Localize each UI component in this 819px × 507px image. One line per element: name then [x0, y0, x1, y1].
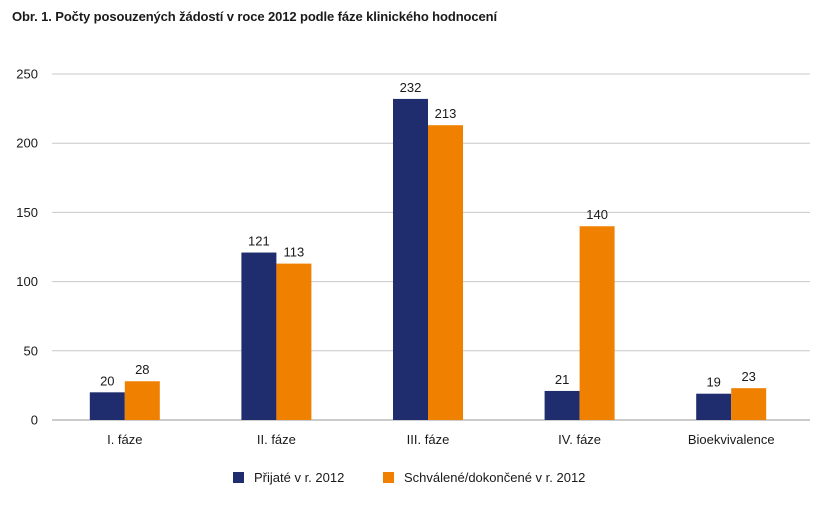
bar	[731, 388, 767, 420]
y-tick-label: 100	[16, 274, 38, 289]
bar	[276, 263, 312, 420]
data-label: 19	[706, 375, 720, 390]
data-label: 113	[284, 245, 305, 260]
chart-title: Obr. 1. Počty posouzených žádostí v roce…	[12, 9, 497, 24]
y-tick-label: 50	[24, 343, 38, 358]
legend-swatch-received	[233, 472, 244, 483]
data-label: 21	[555, 372, 569, 387]
legend-swatch-approved	[383, 472, 394, 483]
data-label: 213	[435, 106, 457, 121]
y-tick-label: 200	[16, 136, 38, 151]
data-label: 121	[248, 234, 270, 249]
x-tick-label: IV. fáze	[558, 432, 601, 447]
x-tick-label: Bioekvivalence	[688, 432, 775, 447]
legend-item-approved: Schválené/dokončené v r. 2012	[383, 470, 585, 485]
bar	[579, 226, 615, 420]
data-label: 232	[400, 80, 422, 95]
x-tick-label: III. fáze	[407, 432, 450, 447]
x-tick-label: II. fáze	[257, 432, 296, 447]
y-tick-label: 0	[31, 413, 38, 428]
bar	[89, 392, 125, 420]
y-tick-label: 150	[16, 205, 38, 220]
bar	[428, 125, 463, 420]
legend: Přijaté v r. 2012 Schválené/dokončené v …	[0, 470, 819, 490]
bar	[124, 381, 160, 420]
legend-label-approved: Schválené/dokončené v r. 2012	[404, 470, 586, 485]
bar	[393, 98, 428, 421]
data-label: 20	[100, 373, 114, 388]
x-tick-label: I. fáze	[107, 432, 142, 447]
y-tick-label: 250	[16, 67, 38, 82]
data-label: 140	[586, 207, 608, 222]
data-label: 23	[741, 369, 755, 384]
legend-item-received: Přijaté v r. 2012	[233, 470, 344, 485]
legend-label-received: Přijaté v r. 2012	[254, 470, 345, 485]
bar	[696, 393, 732, 420]
bar	[241, 252, 277, 420]
data-label: 28	[135, 362, 149, 377]
bar	[544, 390, 580, 420]
